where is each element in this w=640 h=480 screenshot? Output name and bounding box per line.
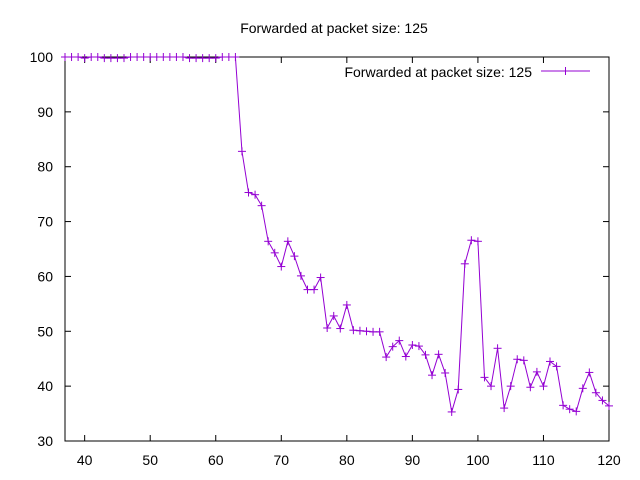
x-tick-label: 40: [77, 452, 93, 468]
data-point: [460, 259, 469, 268]
x-tick-label: 50: [142, 452, 158, 468]
data-point: [382, 353, 391, 362]
data-point: [283, 237, 292, 246]
y-tick-label: 90: [37, 104, 53, 120]
data-point: [336, 324, 345, 333]
data-point: [552, 362, 561, 371]
data-point: [598, 396, 607, 405]
y-tick-label: 40: [37, 378, 53, 394]
data-point: [310, 285, 319, 294]
data-point: [74, 53, 83, 61]
data-point: [244, 188, 253, 197]
data-point: [500, 404, 509, 413]
data-point: [257, 201, 266, 210]
axis-tick-labels: 40 50 60 70 80 90 100 110 120 30 40 50 60 70 80 90 100: [30, 49, 621, 468]
x-tick-label: 90: [405, 452, 421, 468]
legend-marker: [561, 67, 570, 75]
data-point: [591, 388, 600, 397]
data-point: [493, 344, 502, 353]
data-point: [467, 236, 476, 245]
data-point: [519, 356, 528, 365]
y-tick-label: 50: [37, 323, 53, 339]
x-tick-label: 70: [274, 452, 290, 468]
data-point: [572, 407, 581, 416]
data-point: [270, 248, 279, 257]
data-point: [434, 350, 443, 359]
data-point: [251, 190, 260, 199]
y-tick-label: 60: [37, 268, 53, 284]
data-point: [119, 54, 128, 63]
legend: Forwarded at packet size: 125: [344, 64, 590, 80]
y-tick-label: 70: [37, 214, 53, 230]
data-point: [237, 147, 246, 156]
data-point: [559, 401, 568, 410]
legend-label: Forwarded at packet size: 125: [344, 64, 532, 80]
chart-title: Forwarded at packet size: 125: [240, 20, 428, 36]
data-point: [178, 53, 187, 61]
data-point: [539, 382, 548, 391]
data-point: [578, 384, 587, 393]
data-point: [395, 336, 404, 345]
data-point: [355, 326, 364, 335]
series-layer: [61, 53, 613, 416]
data-point: [362, 327, 371, 336]
data-point: [454, 385, 463, 394]
data-point: [375, 327, 384, 336]
data-point: [211, 54, 220, 63]
x-tick-label: 120: [597, 452, 621, 468]
y-tick-label: 30: [37, 433, 53, 449]
data-point: [342, 300, 351, 309]
data-point: [447, 407, 456, 416]
data-point: [441, 368, 450, 377]
data-point: [388, 342, 397, 351]
x-tick-label: 80: [339, 452, 355, 468]
data-point: [316, 273, 325, 282]
data-point: [513, 355, 522, 364]
data-point: [80, 54, 89, 63]
data-point: [323, 323, 332, 332]
data-point: [532, 367, 541, 376]
data-point: [264, 237, 273, 246]
data-point: [506, 382, 515, 391]
data-point: [565, 405, 574, 414]
x-tick-label: 60: [208, 452, 224, 468]
data-point: [290, 252, 299, 261]
y-tick-label: 100: [30, 49, 54, 65]
data-point: [428, 371, 437, 380]
data-point: [401, 352, 410, 361]
data-point: [421, 350, 430, 359]
data-point: [473, 237, 482, 246]
y-tick-label: 80: [37, 159, 53, 175]
axis-ticks: [65, 56, 610, 442]
data-point: [526, 383, 535, 392]
series-line: [65, 56, 610, 413]
data-point: [605, 401, 613, 410]
legend-point: [561, 67, 570, 75]
data-point: [93, 53, 102, 61]
x-tick-label: 100: [466, 452, 490, 468]
data-point: [231, 53, 240, 61]
data-point: [329, 311, 338, 320]
data-point: [277, 262, 286, 271]
data-point: [414, 342, 423, 351]
data-point: [480, 373, 489, 382]
data-point: [487, 382, 496, 391]
data-point: [349, 326, 358, 335]
data-point: [585, 368, 594, 377]
data-point: [546, 357, 555, 366]
plot-frame: [64, 56, 610, 442]
data-point: [296, 271, 305, 280]
data-point: [408, 341, 417, 349]
x-tick-label: 110: [532, 452, 555, 468]
